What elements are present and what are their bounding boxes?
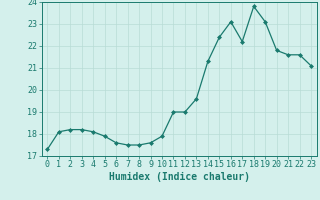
X-axis label: Humidex (Indice chaleur): Humidex (Indice chaleur) (109, 172, 250, 182)
